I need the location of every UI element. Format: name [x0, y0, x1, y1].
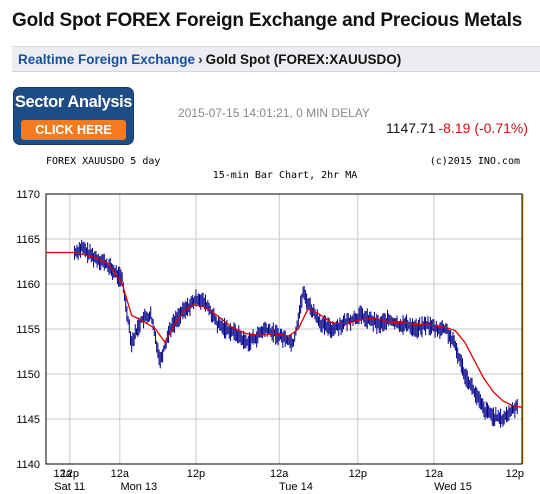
chart-symbol-range: FOREX XAUUSDO 5 day [46, 156, 160, 167]
price-bars [74, 239, 518, 428]
x-day-label: Tue 14 [279, 481, 313, 493]
click-here-button[interactable]: CLICK HERE [21, 120, 126, 140]
y-tick-label: 1145 [16, 414, 40, 426]
breadcrumb-separator: › [198, 52, 203, 67]
quote-price: 1147.71 [385, 120, 436, 136]
series-layer [46, 239, 523, 428]
breadcrumb: Realtime Foreign Exchange › Gold Spot (FOR… [12, 46, 540, 72]
breadcrumb-link-realtime-forex[interactable]: Realtime Foreign Exchange [18, 52, 196, 67]
x-tick-label: 12a [270, 468, 289, 480]
y-tick-label: 1170 [16, 189, 40, 201]
x-tick-label: 12a [53, 468, 72, 480]
page-title: Gold Spot FOREX Foreign Exchange and Pre… [12, 10, 523, 31]
x-tick-label: 12p [187, 468, 205, 480]
x-day-label: Mon 13 [120, 481, 157, 493]
y-tick-label: 1150 [16, 369, 40, 381]
x-tick-label: 12p [349, 468, 367, 480]
y-tick-label: 1160 [16, 279, 40, 291]
y-tick-label: 1140 [16, 459, 40, 471]
x-tick-label: 12p [61, 468, 79, 480]
x-day-label: Wed 15 [434, 481, 472, 493]
plot-area-frame [45, 193, 523, 465]
quote-line: 1147.71 -8.19 (-0.71%) [386, 120, 528, 136]
quote-timestamp: 2015-07-15 14:01:21, 0 MIN DELAY [178, 106, 370, 120]
breadcrumb-current: Gold Spot (FOREX:XAUUSDO) [205, 52, 402, 67]
price-chart: FOREX XAUUSDO 5 day (c)2015 INO.com 15-m… [16, 156, 524, 493]
sector-analysis-button[interactable]: Sector Analysis CLICK HERE [13, 87, 134, 145]
y-tick-label: 1165 [16, 234, 40, 246]
x-day-label: Sat 11 [54, 481, 85, 493]
x-tick-label: 12p [506, 468, 524, 480]
chart-copyright: (c)2015 INO.com [430, 156, 520, 167]
x-tick-label: 12a [425, 468, 444, 480]
quote-change: -8.19 (-0.71%) [438, 120, 528, 136]
chart-subtitle: 15-min Bar Chart, 2hr MA [213, 170, 358, 181]
x-tick-label: 12a [111, 468, 130, 480]
moving-average-line [46, 251, 523, 408]
sector-analysis-title: Sector Analysis [14, 93, 133, 111]
y-axis: 1170 1165 1160 1155 1150 1145 1140 [16, 189, 40, 471]
y-tick-label: 1155 [16, 324, 40, 336]
